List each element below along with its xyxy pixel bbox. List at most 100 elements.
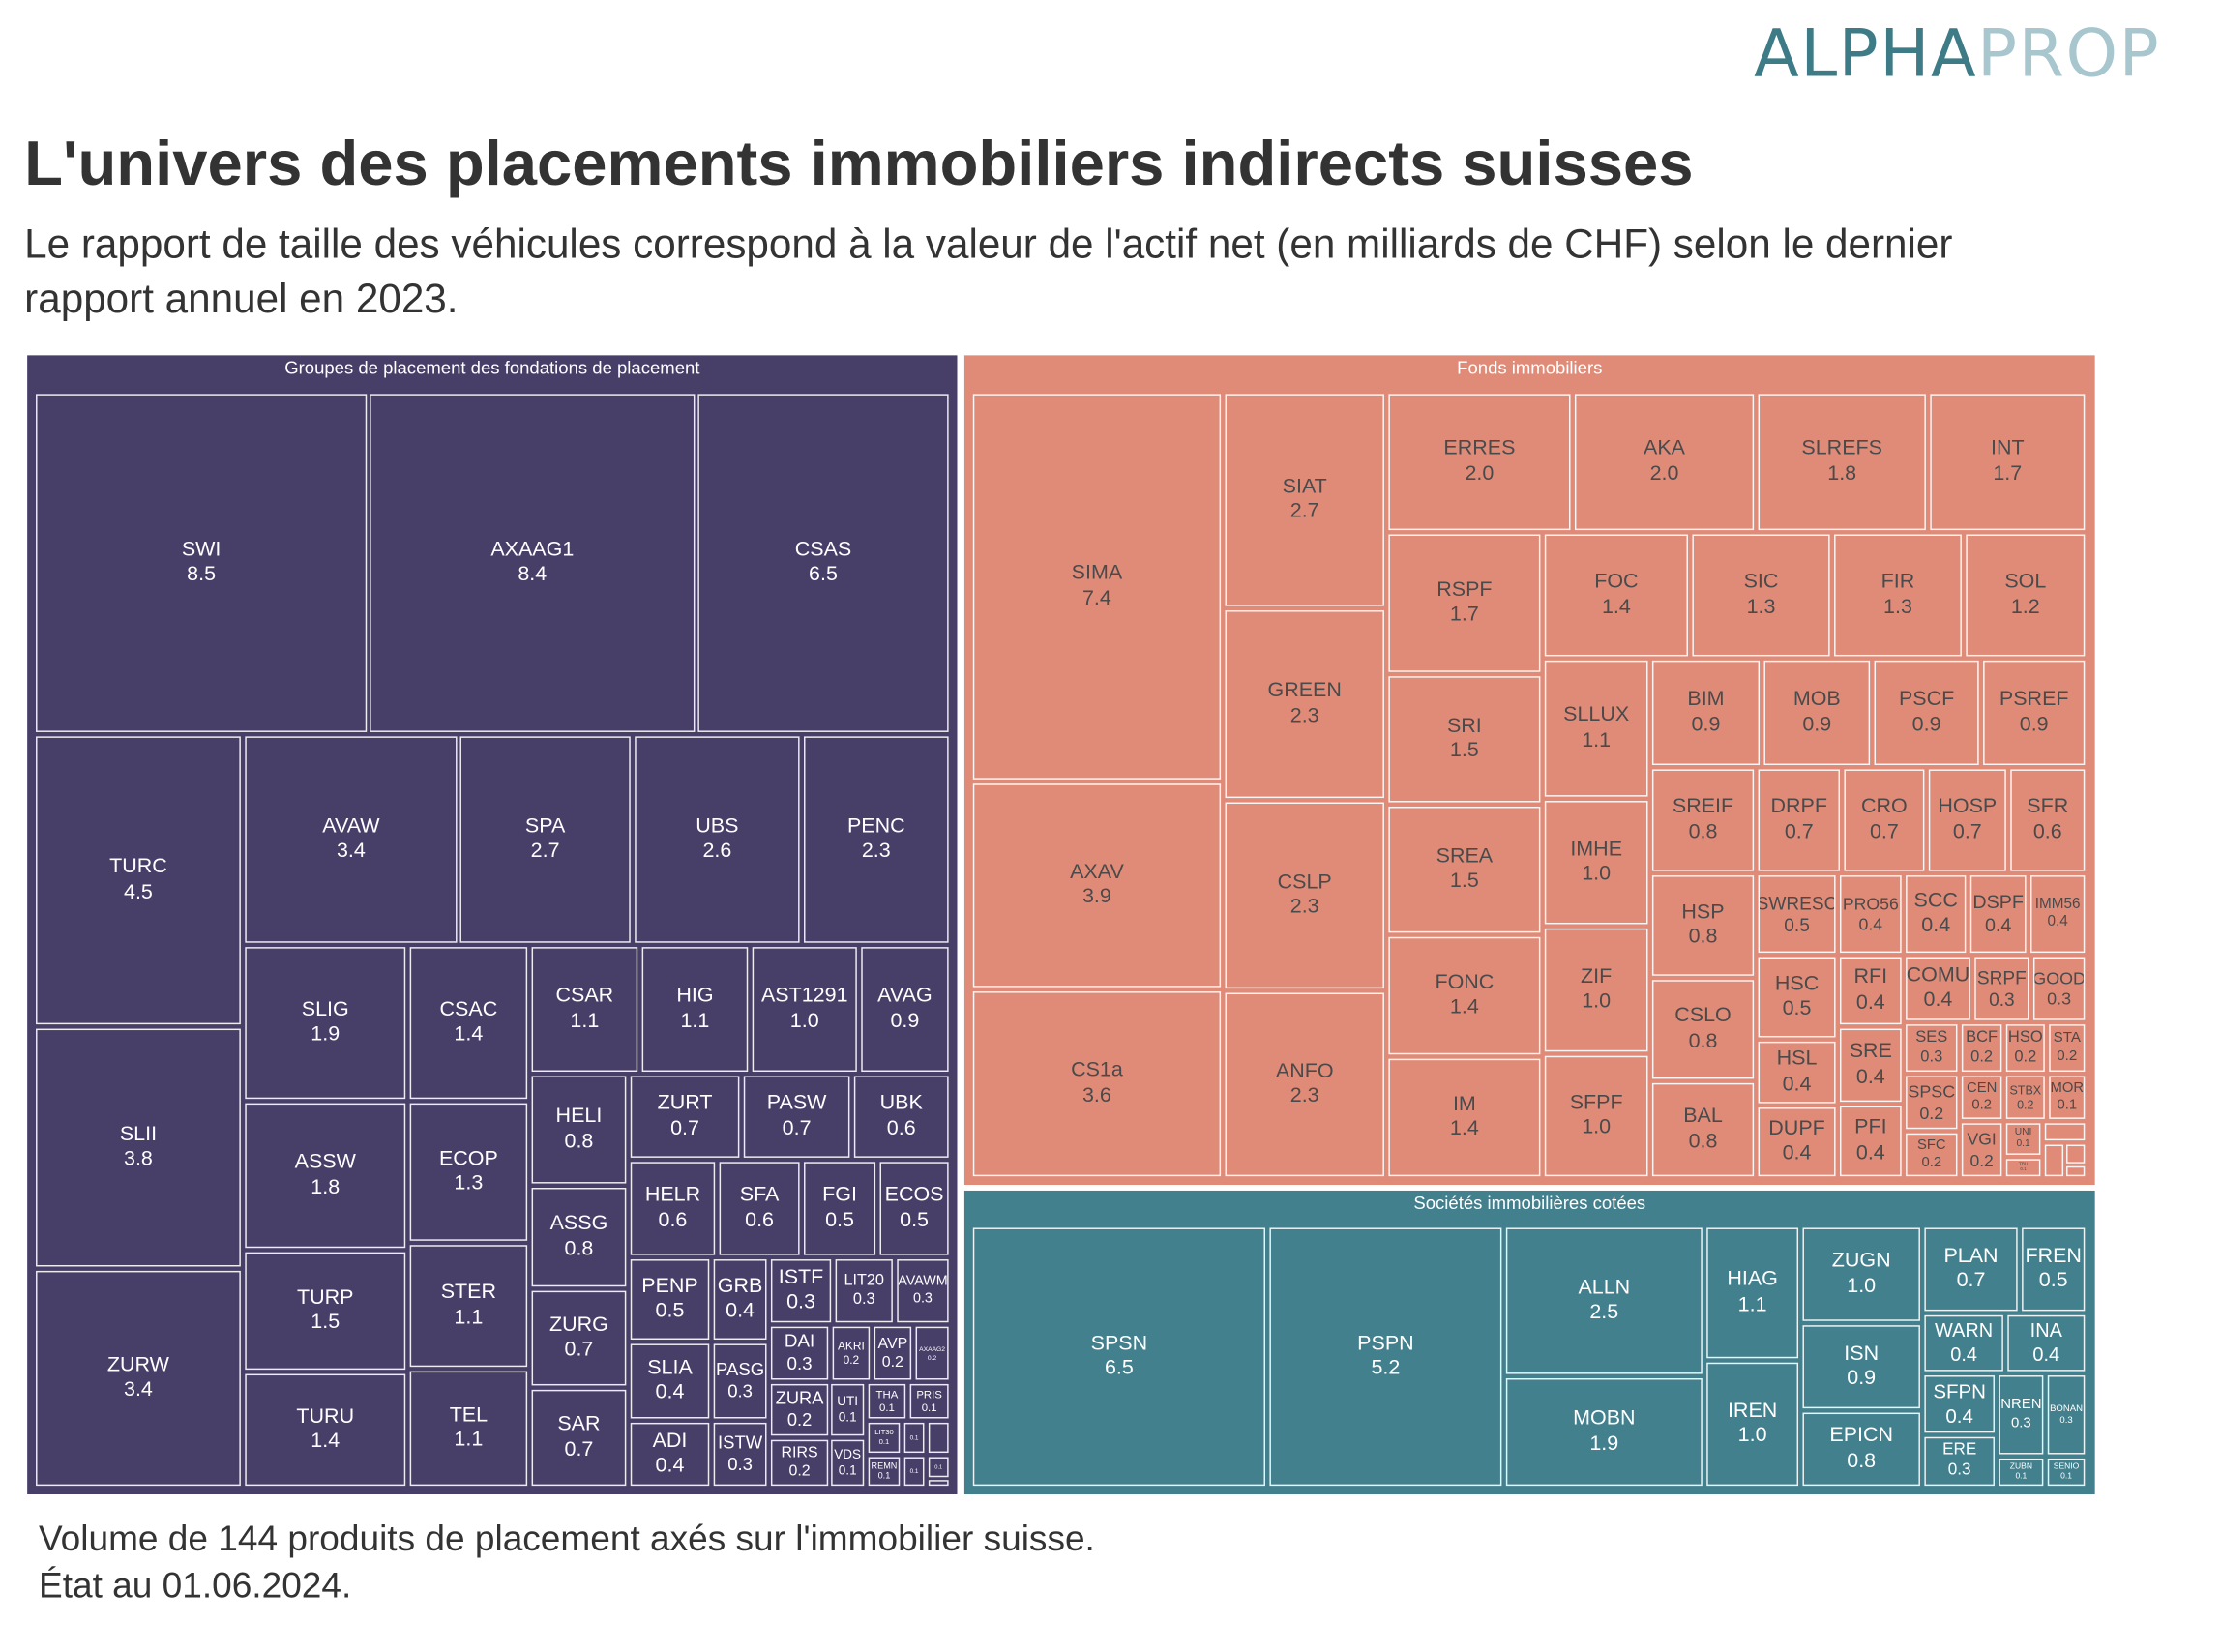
treemap-cell[interactable]: SFA 0.6 (719, 1162, 800, 1255)
treemap-cell[interactable]: HIG 1.1 (641, 947, 749, 1073)
treemap-cell[interactable]: HELR 0.6 (630, 1162, 716, 1255)
treemap-cell[interactable]: TURU 1.4 (245, 1373, 406, 1487)
treemap-cell[interactable]: SWI 8.5 (36, 394, 368, 732)
treemap-cell[interactable]: CRO 0.7 (1844, 769, 1925, 871)
treemap-cell[interactable]: SFPN 0.4 (1924, 1375, 1995, 1433)
treemap-cell[interactable]: ANFO 2.3 (1225, 992, 1384, 1177)
treemap-cell[interactable]: IMM56 0.4 (2030, 875, 2086, 954)
treemap-cell[interactable]: BCF 0.2 (1961, 1024, 2002, 1073)
treemap-cell[interactable]: ECOP 1.3 (409, 1103, 528, 1241)
treemap-cell[interactable]: ZIF 1.0 (1544, 928, 1648, 1052)
treemap-cell[interactable]: PSPN 5.2 (1269, 1227, 1502, 1487)
treemap-cell[interactable]: HIAG 1.1 (1706, 1227, 1799, 1359)
treemap-cell[interactable]: GREEN 2.3 (1225, 610, 1384, 799)
treemap-cell[interactable]: CSLO 0.8 (1651, 980, 1755, 1079)
treemap-cell[interactable]: SFPF 1.0 (1544, 1055, 1648, 1177)
treemap-cell[interactable]: LIT20 0.3 (835, 1259, 893, 1323)
treemap-cell[interactable]: WARN 0.4 (1924, 1314, 2003, 1372)
treemap-cell[interactable]: BONAN 0.3 (2047, 1375, 2086, 1455)
treemap-cell[interactable]: UNI 0.1 (2005, 1123, 2041, 1155)
treemap-cell[interactable] (2044, 1123, 2086, 1141)
treemap-cell[interactable]: 0.1 (928, 1457, 949, 1478)
treemap-cell[interactable]: ZURA 0.2 (770, 1383, 829, 1436)
treemap-cell[interactable] (928, 1422, 949, 1454)
treemap-cell[interactable]: HELI 0.8 (531, 1076, 627, 1184)
treemap-cell[interactable]: FOC 1.4 (1544, 534, 1688, 657)
treemap-cell[interactable]: PASW 0.7 (743, 1076, 850, 1158)
treemap-cell[interactable]: ASSW 1.8 (245, 1103, 406, 1249)
treemap-cell[interactable]: ZURG 0.7 (531, 1290, 627, 1386)
treemap-cell[interactable]: FREN 0.5 (2022, 1227, 2086, 1312)
treemap-cell[interactable]: PASG 0.3 (713, 1343, 767, 1419)
treemap-cell[interactable]: ERE 0.3 (1924, 1436, 1995, 1487)
treemap-cell[interactable]: NREN 0.3 (1999, 1375, 2044, 1455)
treemap-cell[interactable]: UTI 0.1 (831, 1383, 865, 1436)
treemap-cell[interactable]: HSP 0.8 (1651, 875, 1755, 976)
treemap-cell[interactable]: TURP 1.5 (245, 1252, 406, 1371)
treemap-cell[interactable]: RIRS 0.2 (770, 1439, 829, 1487)
treemap-cell[interactable]: SRI 1.5 (1388, 676, 1541, 803)
treemap-cell[interactable]: HSC 0.5 (1758, 957, 1836, 1038)
treemap-cell[interactable]: SOL 1.2 (1966, 534, 2086, 657)
treemap-cell[interactable]: VDS 0.1 (831, 1439, 865, 1487)
treemap-cell[interactable]: MOB 0.9 (1763, 660, 1871, 766)
treemap-cell[interactable]: PENC 2.3 (804, 736, 949, 943)
treemap-cell[interactable]: RSPF 1.7 (1388, 534, 1541, 672)
treemap-cell[interactable]: GOOD 0.3 (2032, 957, 2086, 1020)
treemap-cell[interactable]: ISN 0.9 (1802, 1325, 1920, 1409)
treemap-cell[interactable]: HOSP 0.7 (1928, 769, 2006, 871)
treemap-cell[interactable]: PSCF 0.9 (1874, 660, 1979, 766)
treemap-cell[interactable]: AXAAG1 8.4 (370, 394, 696, 732)
treemap-cell[interactable]: AXAAG2 0.2 (915, 1326, 949, 1380)
treemap-cell[interactable]: SLREFS 1.8 (1758, 394, 1926, 531)
treemap-cell[interactable]: SPA 2.7 (459, 736, 631, 943)
treemap-cell[interactable]: ADI 0.4 (630, 1422, 710, 1487)
treemap-cell[interactable]: MOBN 1.9 (1505, 1378, 1703, 1487)
treemap-cell[interactable]: ZURW 3.4 (36, 1270, 241, 1487)
treemap-cell[interactable]: INT 1.7 (1930, 394, 2086, 531)
treemap-cell[interactable]: BAL 0.8 (1651, 1082, 1755, 1177)
treemap-cell[interactable]: DRPF 0.7 (1758, 769, 1840, 871)
treemap-cell[interactable]: SRE 0.4 (1839, 1028, 1902, 1103)
treemap-cell[interactable]: RFI 0.4 (1839, 957, 1902, 1025)
treemap-cell[interactable]: SENIO 0.1 (2047, 1458, 2086, 1487)
treemap-cell[interactable]: FGI 0.5 (804, 1162, 876, 1255)
treemap-cell[interactable]: SLLUX 1.1 (1544, 660, 1648, 797)
treemap-cell[interactable]: SIMA 7.4 (972, 394, 1222, 780)
treemap-cell[interactable]: ERRES 2.0 (1388, 394, 1571, 531)
treemap-cell[interactable]: ZUBN 0.1 (1999, 1458, 2044, 1487)
treemap-cell[interactable]: SLIG 1.9 (245, 947, 406, 1100)
treemap-cell[interactable]: SES 0.3 (1906, 1024, 1958, 1073)
treemap-cell[interactable]: TEL 1.1 (409, 1371, 528, 1487)
treemap-cell[interactable]: ECOS 0.5 (879, 1162, 949, 1255)
treemap-cell[interactable]: AKA 2.0 (1574, 394, 1755, 531)
treemap-cell[interactable]: AVAWM 0.3 (897, 1259, 949, 1323)
treemap-cell[interactable]: ISTW 0.3 (713, 1422, 767, 1487)
treemap-cell[interactable] (2066, 1144, 2086, 1164)
treemap-cell[interactable]: DAI 0.3 (770, 1326, 829, 1380)
treemap-cell[interactable]: SFR 0.6 (2010, 769, 2086, 871)
treemap-cell[interactable]: ALLN 2.5 (1505, 1227, 1703, 1374)
treemap-cell[interactable]: AKRI 0.2 (832, 1326, 871, 1380)
treemap-cell[interactable]: BIM 0.9 (1651, 660, 1761, 766)
treemap-cell[interactable]: GRB 0.4 (713, 1259, 767, 1341)
treemap-cell[interactable]: ZUGN 1.0 (1802, 1227, 1920, 1321)
treemap-cell[interactable]: HSL 0.4 (1758, 1041, 1836, 1104)
treemap-cell[interactable]: STBX 0.2 (2005, 1076, 2045, 1119)
treemap-cell[interactable]: AVAW 3.4 (245, 736, 458, 943)
treemap-cell[interactable]: STER 1.1 (409, 1245, 528, 1368)
treemap-cell[interactable]: PLAN 0.7 (1924, 1227, 2018, 1312)
treemap-cell[interactable]: AST1291 1.0 (752, 947, 857, 1073)
treemap-cell[interactable]: INA 0.4 (2007, 1314, 2086, 1372)
treemap-cell[interactable]: STA 0.2 (2049, 1024, 2086, 1073)
treemap-cell[interactable]: SREA 1.5 (1388, 806, 1541, 933)
treemap-cell[interactable]: SPSC 0.2 (1906, 1076, 1958, 1130)
treemap-cell[interactable]: COMU 0.4 (1906, 957, 1970, 1020)
treemap-cell[interactable]: REMN 0.1 (868, 1457, 901, 1487)
treemap-cell[interactable]: SIAT 2.7 (1225, 394, 1384, 606)
treemap-cell[interactable]: ZURT 0.7 (630, 1076, 740, 1158)
treemap-cell[interactable]: CSAC 1.4 (409, 947, 528, 1100)
treemap-cell[interactable]: VGI 0.2 (1961, 1123, 2002, 1177)
treemap-cell[interactable]: MOR 0.1 (2049, 1076, 2086, 1119)
treemap-cell[interactable]: TBU 0.1 (2005, 1159, 2041, 1177)
